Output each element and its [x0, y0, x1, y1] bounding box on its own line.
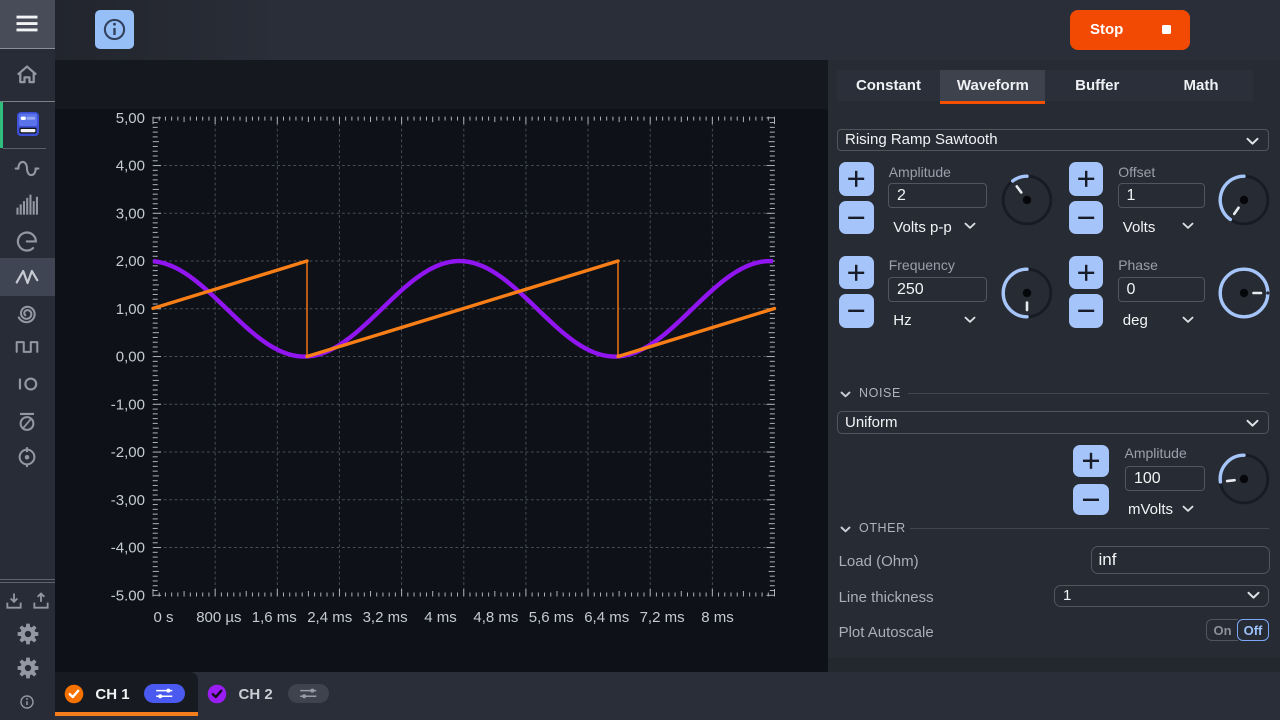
svg-text:2,4 ms: 2,4 ms	[307, 609, 352, 626]
svg-text:1,6 ms: 1,6 ms	[252, 609, 297, 626]
svg-text:7,2 ms: 7,2 ms	[640, 609, 685, 626]
svg-text:8 ms: 8 ms	[701, 609, 734, 626]
svg-text:5,00: 5,00	[116, 110, 145, 127]
svg-text:2,00: 2,00	[116, 253, 145, 270]
svg-text:3,00: 3,00	[116, 205, 145, 222]
svg-text:-4,00: -4,00	[111, 540, 145, 557]
svg-text:4 ms: 4 ms	[424, 609, 457, 626]
svg-text:-1,00: -1,00	[111, 396, 145, 413]
svg-text:0 s: 0 s	[153, 609, 173, 626]
svg-text:3,2 ms: 3,2 ms	[363, 609, 408, 626]
svg-text:1,00: 1,00	[116, 301, 145, 318]
svg-text:4,8 ms: 4,8 ms	[473, 609, 518, 626]
svg-text:-3,00: -3,00	[111, 492, 145, 509]
svg-text:800 µs: 800 µs	[196, 609, 241, 626]
svg-text:6,4 ms: 6,4 ms	[584, 609, 629, 626]
svg-text:4,00: 4,00	[116, 158, 145, 175]
svg-text:0,00: 0,00	[116, 349, 145, 366]
svg-text:-5.00: -5.00	[111, 587, 145, 604]
svg-text:-2,00: -2,00	[111, 444, 145, 461]
svg-text:5,6 ms: 5,6 ms	[529, 609, 574, 626]
